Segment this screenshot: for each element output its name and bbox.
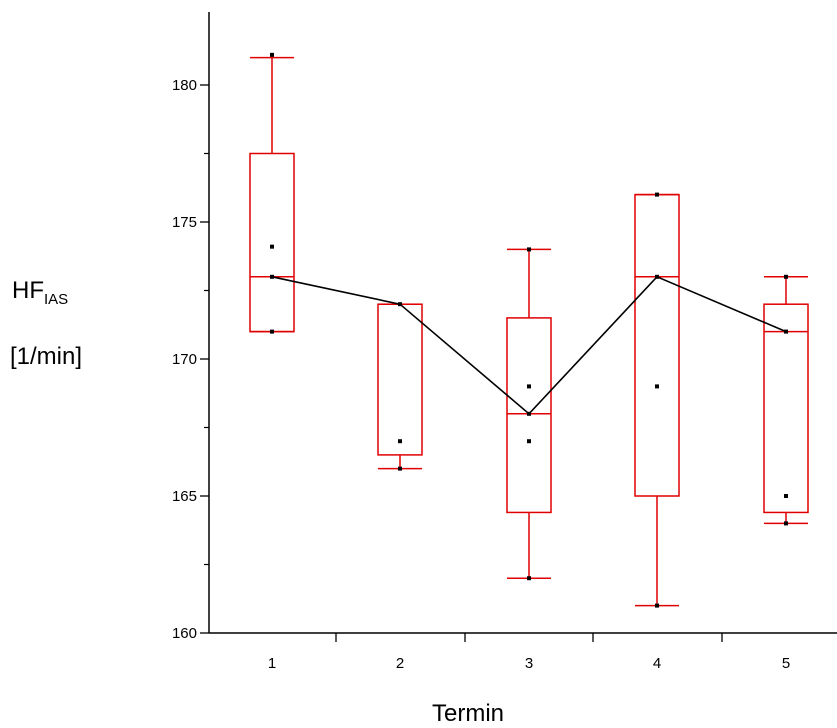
box-category-3	[506, 247, 552, 581]
y-tick-label: 165	[172, 488, 197, 505]
data-point	[784, 274, 788, 279]
y-tick-label: 175	[172, 214, 197, 231]
box-iqr	[249, 152, 295, 333]
box-category-1	[249, 52, 295, 334]
y-axis-title-subscript: IAS	[44, 291, 68, 308]
y-tick-label: 170	[172, 351, 197, 368]
box-category-4	[634, 192, 680, 608]
median-trend-line	[271, 275, 787, 415]
data-point	[270, 244, 274, 249]
x-tick-label: 1	[268, 655, 276, 672]
data-point	[784, 521, 788, 526]
data-point	[655, 384, 659, 389]
data-point	[527, 576, 531, 581]
x-tick-label: 2	[396, 655, 404, 672]
data-point	[655, 192, 659, 197]
data-point	[270, 329, 274, 334]
y-axis-title: HFIAS	[12, 277, 68, 308]
box-category-2	[377, 302, 423, 471]
box-category-5	[763, 274, 809, 526]
box-iqr	[634, 193, 680, 497]
y-tick-label: 180	[172, 77, 197, 94]
data-point	[527, 439, 531, 444]
data-point	[527, 384, 531, 389]
box-iqr	[377, 303, 423, 456]
x-axis-title: Termin	[432, 700, 504, 727]
plot-area	[249, 52, 809, 608]
data-point	[527, 247, 531, 252]
y-axis-unit: [1/min]	[10, 343, 82, 370]
data-point	[398, 439, 402, 444]
data-point	[655, 603, 659, 608]
box-iqr	[763, 303, 809, 514]
box-iqr	[506, 317, 552, 514]
y-tick-label: 160	[172, 625, 197, 642]
y-axis-title-main: HF	[12, 277, 44, 304]
axes: 160 165 170 175 180 1 2 3 4 5	[172, 12, 837, 672]
data-point	[270, 52, 274, 57]
x-tick-label: 4	[653, 655, 661, 672]
data-point	[398, 466, 402, 471]
data-point	[784, 494, 788, 498]
x-tick-label: 3	[525, 655, 533, 672]
x-tick-label: 5	[782, 655, 790, 672]
axis-labels: HFIAS [1/min] Termin	[10, 277, 504, 727]
